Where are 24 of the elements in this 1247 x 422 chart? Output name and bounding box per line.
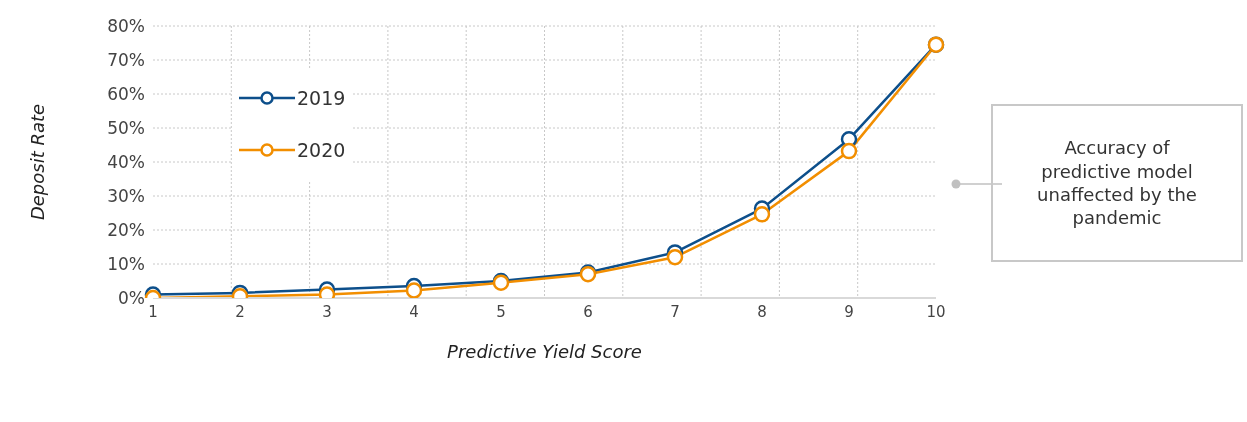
x-tick-label: 3 [322, 302, 332, 321]
x-tick-label: 6 [583, 302, 593, 321]
y-tick-label: 40% [107, 152, 145, 173]
y-tick-label: 70% [107, 50, 145, 71]
text: Accuracy of predictive model unaffected by the pandemic [1036, 136, 1198, 230]
x-tick-label: 8 [757, 302, 767, 321]
x-tick-label: 2 [235, 302, 245, 321]
y-tick-label: 0% [118, 288, 145, 309]
y-axis-title: Deposit Rate [27, 103, 49, 221]
x-tick-label: 1 [148, 302, 158, 321]
x-tick-label: 7 [670, 302, 680, 321]
y-tick-label: 10% [107, 254, 145, 275]
legend-label: 2020 [297, 139, 346, 161]
y-tick-label: 50% [107, 118, 145, 139]
legend-label: 2019 [297, 87, 346, 109]
x-tick-label: 9 [844, 302, 854, 321]
y-tick-label: 30% [107, 186, 145, 207]
x-tick-label: 4 [409, 302, 419, 321]
y-tick-label: 60% [107, 84, 145, 105]
x-tick-label: 10 [926, 302, 946, 321]
x-tick-label: 5 [496, 302, 506, 321]
y-tick-label: 80% [107, 16, 145, 37]
x-axis-title: Predictive Yield Score [447, 341, 642, 362]
y-tick-label: 20% [107, 220, 145, 241]
